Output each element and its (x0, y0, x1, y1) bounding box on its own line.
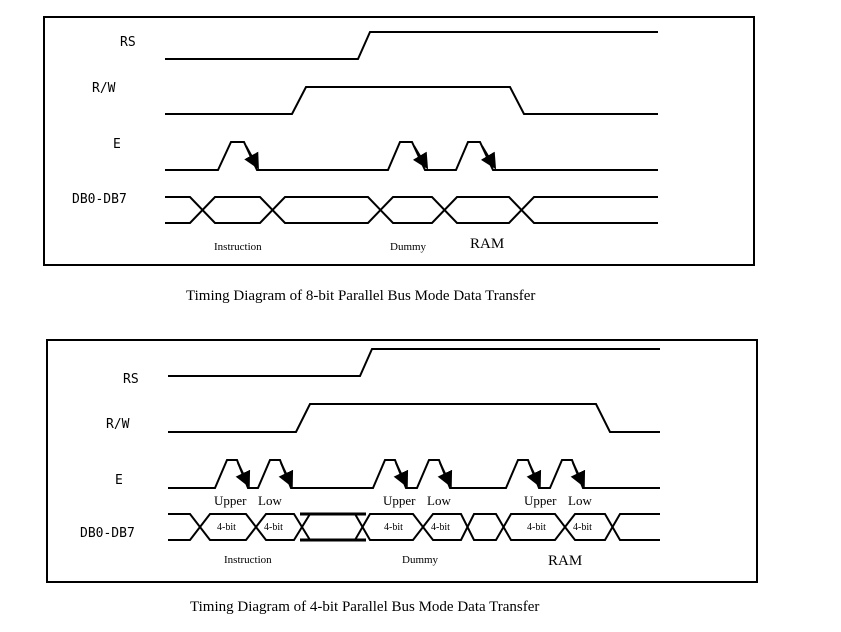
strobe-label-low-1: Low (258, 493, 282, 508)
phase-label-ram: RAM (548, 553, 582, 569)
phase-label-instruction: Instruction (214, 241, 262, 253)
arrow-icon (235, 462, 251, 488)
e-strobe-arrows (235, 462, 586, 488)
diagram-4bit-frame (46, 339, 758, 583)
nibble-label: 4-bit (573, 522, 592, 533)
rs-waveform (168, 348, 660, 377)
signal-label-db: DB0-DB7 (80, 526, 135, 541)
phase-label-ram: RAM (470, 236, 504, 252)
signal-label-rw: R/W (92, 81, 116, 96)
strobe-label-low-2: Low (427, 493, 451, 508)
signal-label-e: E (115, 473, 123, 488)
arrow-icon (437, 462, 453, 488)
rw-waveform (165, 86, 658, 115)
arrow-icon (480, 145, 497, 170)
arrow-icon (278, 462, 294, 488)
diagram-4bit: RS R/W E DB0-DB7 Upper Low Upper Low Upp… (46, 339, 758, 615)
signal-label-rw: R/W (106, 417, 130, 432)
e-waveform (168, 459, 660, 489)
nibble-label: 4-bit (527, 522, 546, 533)
rs-waveform (165, 31, 658, 60)
arrow-icon (244, 145, 259, 170)
signal-label-e: E (113, 137, 121, 152)
phase-label-dummy: Dummy (402, 554, 439, 566)
strobe-label-low-3: Low (568, 493, 592, 508)
caption-4bit: Timing Diagram of 4-bit Parallel Bus Mod… (190, 599, 539, 615)
arrow-icon (393, 462, 409, 488)
nibble-label: 4-bit (431, 522, 450, 533)
db-bus-waveform (165, 196, 658, 224)
diagram-8bit-frame (43, 16, 755, 266)
strobe-label-upper-2: Upper (383, 493, 416, 508)
rw-waveform (168, 403, 660, 433)
signal-label-rs: RS (123, 372, 139, 387)
strobe-label-upper-1: Upper (214, 493, 247, 508)
phase-label-dummy: Dummy (390, 241, 427, 253)
nibble-label: 4-bit (217, 522, 236, 533)
strobe-label-upper-3: Upper (524, 493, 557, 508)
e-strobe-arrows (244, 145, 497, 170)
arrow-icon (412, 145, 429, 170)
arrow-icon (526, 462, 542, 488)
diagram-8bit: RS R/W E DB0-DB7 Instruction Dummy RAM T… (43, 16, 755, 304)
signal-label-rs: RS (120, 35, 136, 50)
db-bus-waveform (168, 512, 660, 542)
arrow-icon (570, 462, 586, 488)
phase-label-instruction: Instruction (224, 554, 272, 566)
nibble-label: 4-bit (384, 522, 403, 533)
e-waveform (165, 141, 658, 171)
nibble-label: 4-bit (264, 522, 283, 533)
caption-8bit: Timing Diagram of 8-bit Parallel Bus Mod… (186, 288, 535, 304)
signal-label-db: DB0-DB7 (72, 192, 127, 207)
